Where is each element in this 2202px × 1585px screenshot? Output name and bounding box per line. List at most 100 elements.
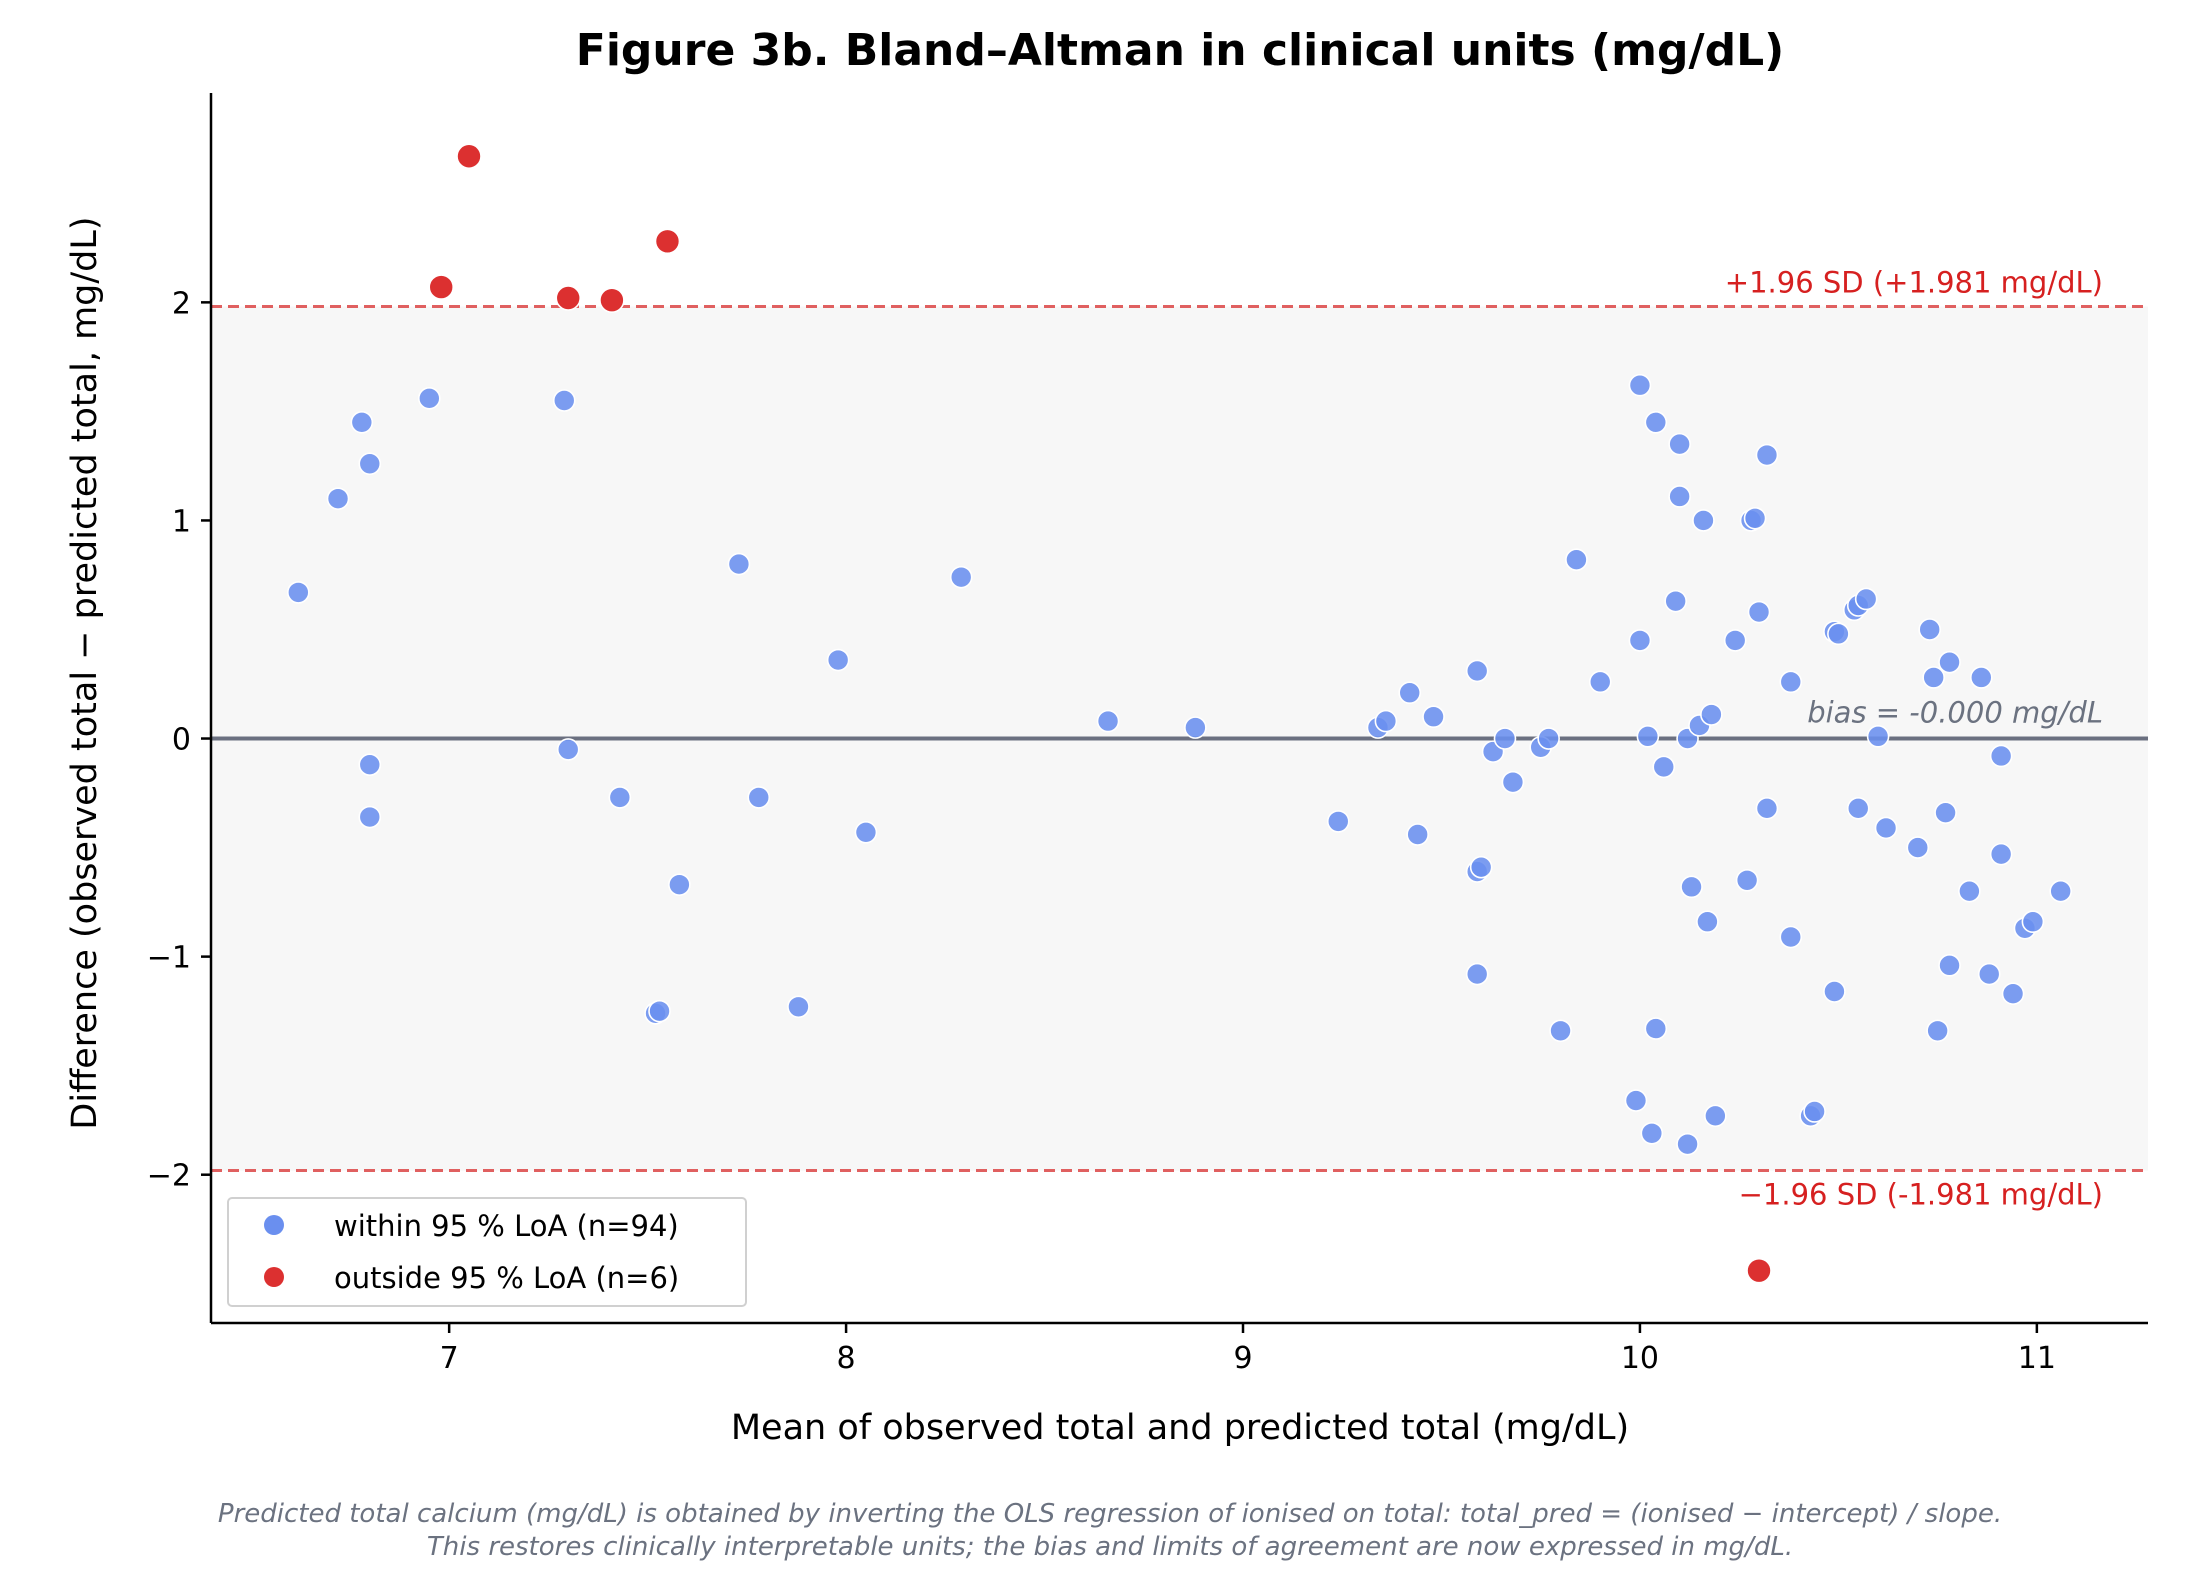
within-point-29 [1469, 855, 1493, 879]
within-point-57 [1680, 875, 1703, 899]
within-point-42 [1668, 485, 1691, 508]
within-point-23 [1374, 709, 1398, 733]
x-axis-label: Mean of observed total and predicted tot… [731, 1408, 1629, 1448]
outside-point-5 [1746, 1257, 1772, 1284]
within-point-27 [1465, 659, 1489, 683]
within-point-3 [358, 452, 382, 476]
within-point-39 [1628, 373, 1652, 397]
legend-marker-within [264, 1215, 284, 1235]
within-point-36 [1549, 1019, 1572, 1043]
outside-point-2 [555, 285, 582, 311]
within-point-21 [1326, 810, 1350, 833]
y-tick-label-1: −1 [147, 941, 191, 976]
within-point-81 [1938, 650, 1961, 674]
within-point-60 [1644, 1017, 1668, 1040]
x-tick-label-0: 7 [440, 1341, 459, 1376]
within-point-70 [1827, 622, 1850, 646]
within-point-58 [1735, 868, 1759, 892]
within-point-26 [1422, 705, 1445, 729]
within-point-0 [287, 581, 310, 604]
within-point-12 [668, 873, 691, 896]
within-point-55 [1652, 755, 1676, 779]
lower-loa-label: −1.96 SD (-1.981 mg/dL) [1739, 1178, 2103, 1212]
within-point-84 [1969, 666, 1993, 689]
within-point-13 [727, 552, 751, 576]
outside-point-1 [456, 143, 482, 170]
within-point-75 [1846, 797, 1870, 820]
within-point-66 [1779, 925, 1803, 949]
within-point-18 [949, 565, 973, 589]
y-tick-label-0: −2 [147, 1159, 191, 1194]
within-point-9 [608, 786, 632, 809]
within-point-8 [556, 738, 580, 761]
within-point-46 [1755, 443, 1779, 467]
x-tick-label-4: 11 [2018, 1341, 2056, 1376]
x-tick-label-3: 10 [1621, 1341, 1659, 1376]
y-axis-label: Difference (observed total − predicted t… [65, 216, 105, 1129]
within-point-4 [358, 753, 382, 777]
within-point-68 [1803, 1100, 1826, 1123]
within-point-1 [326, 487, 350, 510]
within-point-15 [787, 995, 810, 1019]
within-point-11 [648, 999, 671, 1023]
within-point-64 [1704, 1104, 1727, 1128]
within-point-82 [1934, 801, 1957, 824]
within-point-79 [1918, 618, 1941, 641]
within-point-33 [1501, 770, 1525, 794]
chart-title: Figure 3b. Bland–Altman in clinical unit… [576, 25, 1784, 76]
within-point-16 [826, 648, 850, 672]
within-point-30 [1465, 962, 1489, 986]
within-point-50 [1747, 600, 1771, 624]
within-point-89 [2021, 910, 2045, 934]
within-point-45 [1743, 506, 1767, 530]
within-point-73 [1854, 587, 1878, 611]
within-point-40 [1644, 411, 1668, 434]
outside-point-3 [599, 287, 625, 313]
within-point-59 [1696, 910, 1719, 934]
within-point-51 [1636, 725, 1660, 748]
within-point-85 [1989, 744, 2013, 768]
within-point-41 [1668, 432, 1691, 456]
within-point-62 [1640, 1121, 1664, 1145]
within-point-6 [418, 387, 441, 410]
within-point-47 [1664, 589, 1687, 613]
x-tick-label-1: 8 [837, 1341, 856, 1376]
outside-point-4 [654, 228, 681, 255]
within-point-76 [1874, 816, 1898, 840]
plot-area: +1.96 SD (+1.981 mg/dL) −1.96 SD (-1.981 … [147, 93, 2148, 1376]
within-point-32 [1493, 727, 1517, 750]
footnote-line-1: Predicted total calcium (mg/dL) is obtai… [218, 1499, 2002, 1529]
within-point-93 [1977, 962, 2001, 986]
within-point-83 [1958, 879, 1981, 903]
within-point-87 [2001, 982, 2025, 1005]
within-point-90 [2049, 879, 2072, 903]
within-point-86 [1989, 842, 2013, 866]
within-point-24 [1398, 681, 1422, 705]
within-point-5 [358, 805, 382, 829]
within-point-19 [1096, 709, 1120, 733]
within-point-7 [552, 389, 576, 412]
within-point-14 [747, 786, 771, 809]
legend-box [227, 1197, 747, 1307]
within-point-48 [1628, 629, 1652, 652]
within-point-43 [1692, 509, 1715, 532]
within-point-25 [1406, 823, 1429, 846]
legend-label-within: within 95 % LoA (n=94) [334, 1209, 679, 1243]
x-tick-label-2: 9 [1233, 1341, 1252, 1376]
legend: within 95 % LoA (n=94) outside 95 % LoA … [227, 1197, 747, 1307]
within-point-74 [1866, 725, 1890, 748]
within-point-54 [1700, 703, 1723, 726]
footnote-line-2: This restores clinically interpretable u… [427, 1532, 1793, 1562]
within-point-35 [1537, 727, 1560, 750]
within-point-80 [1922, 666, 1945, 689]
within-point-17 [854, 821, 878, 844]
within-point-77 [1823, 980, 1846, 1003]
within-point-37 [1565, 548, 1588, 572]
within-point-78 [1906, 836, 1930, 859]
within-point-56 [1755, 797, 1779, 820]
y-tick-label-3: 1 [172, 504, 191, 539]
within-point-38 [1588, 670, 1612, 694]
bias-label: bias = -0.000 mg/dL [1807, 696, 2103, 730]
y-tick-label-2: 0 [172, 723, 191, 758]
